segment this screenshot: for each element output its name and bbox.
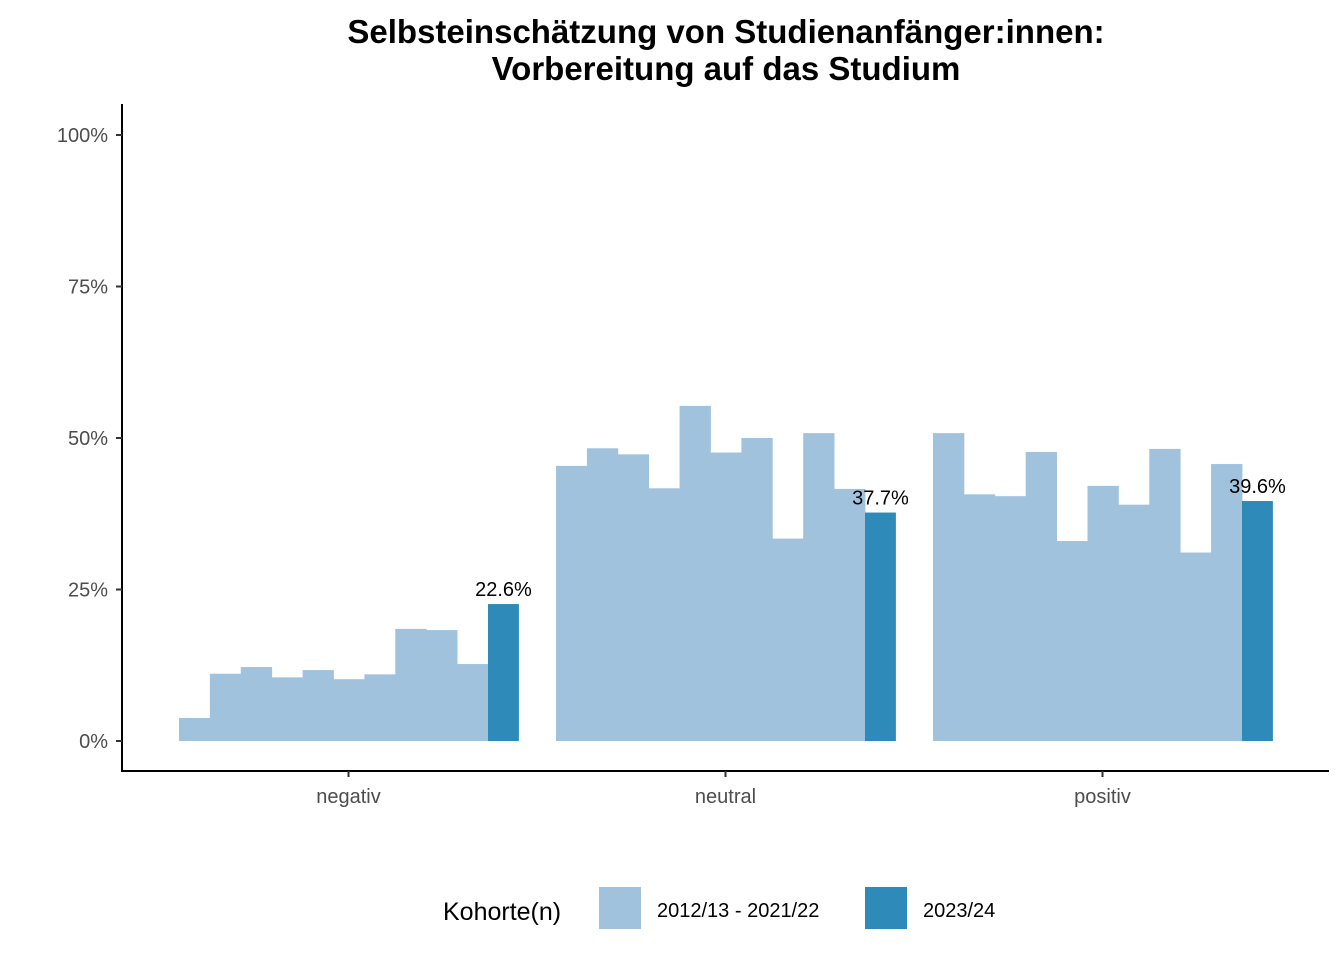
- legend-label-previous: 2012/13 - 2021/22: [657, 900, 819, 922]
- bar-negativ-previous-7: [364, 674, 396, 741]
- bars-group: [179, 405, 1273, 741]
- bar-positiv-previous-10: [1211, 464, 1243, 741]
- bar-neutral-previous-5: [679, 405, 711, 741]
- bar-positiv-previous-4: [1025, 451, 1057, 741]
- bar-neutral-previous-1: [556, 465, 588, 741]
- x-tick-label: positiv: [1074, 786, 1131, 808]
- data-label-positiv: 39.6%: [1229, 476, 1286, 498]
- bar-positiv-previous-8: [1149, 448, 1181, 741]
- legend-label-current: 2023/24: [923, 900, 995, 922]
- bar-neutral-previous-4: [648, 488, 680, 741]
- bar-negativ-previous-5: [302, 670, 334, 741]
- bar-negativ-current: [488, 604, 519, 741]
- y-tick-label: 25%: [68, 580, 108, 602]
- bar-neutral-previous-10: [834, 488, 866, 741]
- x-tick-label: neutral: [695, 786, 756, 808]
- bar-positiv-previous-2: [963, 494, 996, 741]
- x-tick-label: negativ: [316, 786, 381, 808]
- legend: Kohorte(n) 2012/13 - 2021/22 2023/24: [443, 887, 995, 929]
- bar-negativ-previous-6: [333, 679, 365, 741]
- bar-positiv-previous-1: [933, 433, 965, 741]
- bar-negativ-previous-10: [457, 664, 489, 741]
- bar-neutral-previous-9: [803, 433, 835, 741]
- legend-swatch-previous: [599, 887, 641, 929]
- y-tick-label: 100%: [57, 125, 108, 147]
- bar-negativ-previous-9: [426, 630, 458, 741]
- bar-neutral-previous-6: [710, 452, 742, 741]
- data-label-neutral: 37.7%: [852, 488, 909, 510]
- bar-neutral-previous-3: [617, 454, 650, 741]
- bar-negativ-previous-2: [209, 673, 242, 741]
- data-labels-group: 22.6% 37.7% 39.6%: [475, 476, 1286, 601]
- bar-positiv-previous-5: [1056, 541, 1088, 741]
- bar-positiv-previous-3: [994, 496, 1027, 741]
- bar-negativ-previous-8: [395, 628, 427, 741]
- y-axis-ticks: 0% 25% 50% 75% 100%: [57, 125, 122, 753]
- bar-positiv-previous-9: [1180, 552, 1212, 741]
- x-axis-ticks: negativ neutral positiv: [316, 771, 1131, 808]
- chart-title: Selbsteinschätzung von Studienanfänger:i…: [347, 13, 1104, 50]
- chart-subtitle: Vorbereitung auf das Studium: [492, 50, 961, 87]
- y-tick-label: 75%: [68, 277, 108, 299]
- bar-negativ-previous-3: [240, 667, 273, 741]
- legend-title: Kohorte(n): [443, 898, 561, 926]
- y-tick-label: 50%: [68, 428, 108, 450]
- bar-neutral-current: [865, 512, 896, 741]
- data-label-negativ: 22.6%: [475, 579, 532, 601]
- y-tick-label: 0%: [79, 731, 108, 753]
- legend-swatch-current: [865, 887, 907, 929]
- bar-positiv-previous-7: [1118, 504, 1150, 741]
- bar-negativ-previous-1: [179, 717, 211, 741]
- bar-neutral-previous-7: [741, 438, 773, 741]
- bar-neutral-previous-2: [586, 448, 619, 741]
- bar-positiv-current: [1242, 501, 1273, 741]
- bar-neutral-previous-8: [772, 538, 804, 741]
- bar-positiv-previous-6: [1087, 485, 1119, 741]
- bar-negativ-previous-4: [271, 677, 303, 741]
